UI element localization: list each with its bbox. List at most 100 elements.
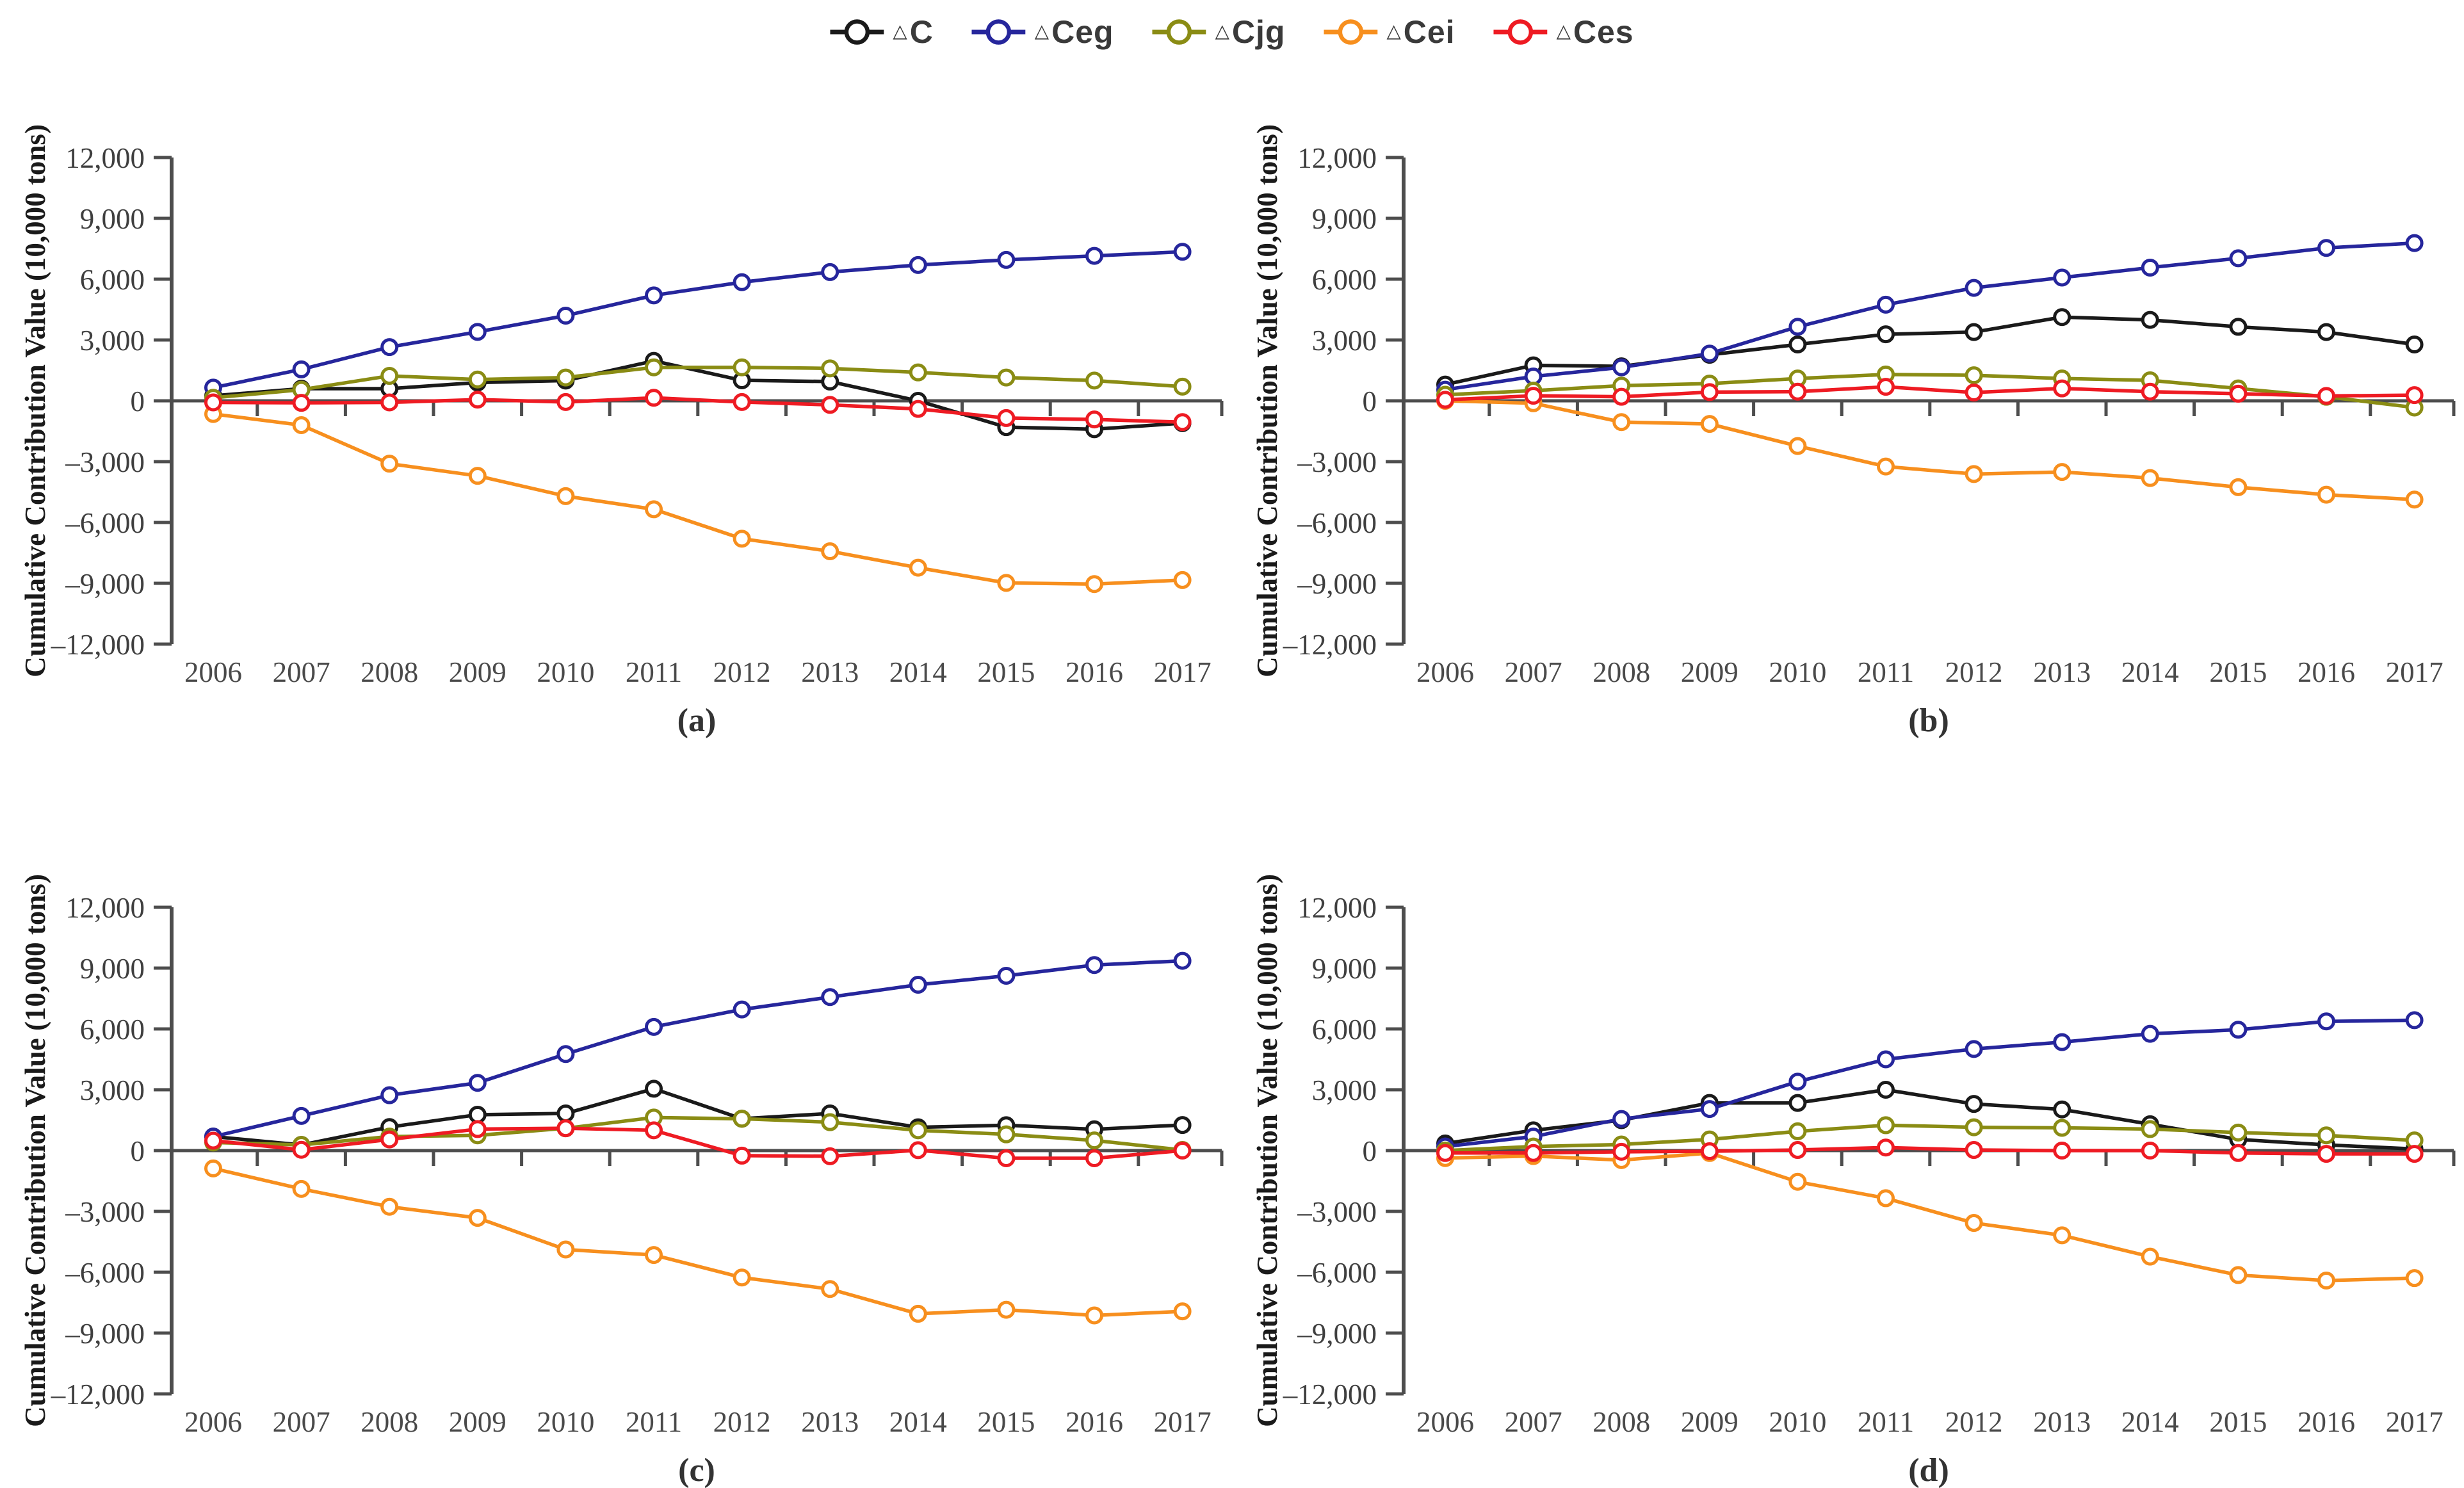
series-dCes	[204, 389, 1192, 432]
data-point	[1788, 1094, 1807, 1112]
y-axis: 12,000 9,000 6,000 3,000 0 –3,000 –6,000 –9,000…	[1283, 142, 1406, 661]
data-point	[1612, 387, 1631, 406]
x-tick-label: 2012	[1945, 1406, 2003, 1438]
data-point	[821, 988, 839, 1007]
data-point	[733, 392, 751, 411]
data-point	[821, 359, 839, 378]
data-point	[2405, 335, 2424, 353]
legend-item-ces: △Ces	[1493, 13, 1634, 51]
data-point	[556, 368, 575, 387]
y-tick-label: –12,000	[1283, 1379, 1377, 1411]
y-tick-label: –12,000	[51, 1379, 145, 1411]
legend-label: △Cjg	[1215, 14, 1286, 50]
delta-symbol: △	[1556, 21, 1571, 42]
data-point	[556, 1045, 575, 1063]
data-point	[997, 1149, 1016, 1168]
data-point	[909, 558, 927, 577]
data-point	[645, 286, 663, 305]
x-tick-label: 2016	[1066, 1406, 1123, 1438]
data-point	[2317, 1126, 2335, 1145]
data-point	[292, 1106, 311, 1125]
y-tick-label: 0	[1363, 385, 1377, 417]
x-tick-label: 2008	[1593, 656, 1650, 688]
data-point	[380, 1086, 399, 1104]
x-tick-label: 2013	[801, 656, 859, 688]
y-axis-title: Cumulative Contribution Value (10,000 to…	[19, 124, 51, 677]
legend-marker-icon	[830, 19, 884, 45]
chart-svg-c: 12,000 9,000 6,000 3,000 0 –3,000 –6,000 –9,000…	[19, 874, 1224, 1488]
series-dC	[1436, 308, 2424, 394]
data-point	[1173, 243, 1192, 261]
x-tick-label: 2013	[801, 1406, 859, 1438]
data-point	[556, 392, 575, 411]
y-tick-label: 9,000	[1312, 953, 1377, 985]
legend-item-ceg: △Ceg	[971, 13, 1114, 51]
data-point	[2229, 1123, 2248, 1142]
data-point	[2317, 387, 2335, 405]
series-dCei	[204, 1159, 1192, 1325]
data-point	[1965, 1118, 1983, 1136]
data-point	[733, 358, 751, 376]
data-point	[1965, 1095, 1983, 1113]
chart-svg-b: 12,000 9,000 6,000 3,000 0 –3,000 –6,000 –9,000…	[1251, 124, 2456, 739]
x-tick-label: 2017	[2386, 1406, 2444, 1438]
data-point	[733, 1146, 751, 1165]
data-point	[380, 393, 399, 412]
y-tick-label: –12,000	[51, 629, 145, 661]
data-point	[380, 455, 399, 473]
x-tick-label: 2007	[1505, 1406, 1562, 1438]
data-point	[909, 1121, 927, 1140]
data-point	[2141, 382, 2159, 401]
y-tick-label: 9,000	[80, 953, 145, 985]
data-point	[1788, 1072, 1807, 1091]
data-point	[2229, 318, 2248, 336]
data-point	[556, 1240, 575, 1259]
data-point	[2405, 1011, 2424, 1030]
data-point	[1085, 1131, 1103, 1150]
data-point	[2317, 323, 2335, 341]
data-point	[1788, 335, 1807, 353]
data-point	[645, 358, 663, 376]
delta-symbol: △	[1215, 21, 1230, 42]
data-point	[380, 338, 399, 357]
y-tick-label: 3,000	[1312, 325, 1377, 357]
y-axis-title: Cumulative Contribution Value (10,000 to…	[1251, 124, 1283, 677]
y-tick-label: 9,000	[80, 203, 145, 235]
data-point	[2053, 1033, 2071, 1051]
x-tick-label: 2012	[713, 1406, 771, 1438]
x-tick-label: 2006	[184, 656, 242, 688]
data-point	[1524, 1144, 1543, 1162]
data-point	[1965, 323, 1983, 341]
data-point	[2229, 1144, 2248, 1162]
data-point	[2053, 1100, 2071, 1119]
legend-marker-icon	[1324, 19, 1378, 45]
data-point	[1612, 358, 1631, 376]
chart-svg-a: 12,000 9,000 6,000 3,000 0 –3,000 –6,000 –9,000…	[19, 124, 1224, 739]
data-point	[1085, 1149, 1103, 1168]
x-tick-label: 2006	[1416, 1406, 1474, 1438]
chart-legend: △C △Ceg △Cjg △Cei △Ces	[830, 5, 1633, 59]
legend-item-cjg: △Cjg	[1152, 13, 1286, 51]
y-axis-title: Cumulative Contribution Value (10,000 to…	[1251, 874, 1283, 1427]
data-point	[1085, 956, 1103, 974]
data-point	[2053, 1119, 2071, 1137]
data-point	[468, 391, 487, 409]
data-point	[821, 542, 839, 560]
data-point	[1788, 437, 1807, 455]
data-point	[1612, 413, 1631, 432]
legend-label: △Cei	[1386, 14, 1455, 50]
x-axis: 2006 2007 2008 2009 2010 2011 2012 2013 2014 2015…	[1404, 399, 2456, 688]
data-point	[997, 967, 1016, 985]
series-dCeg	[1436, 1011, 2424, 1156]
legend-item-cei: △Cei	[1324, 13, 1455, 51]
x-tick-label: 2011	[626, 656, 682, 688]
data-point	[1173, 1142, 1192, 1160]
data-point	[2229, 1266, 2248, 1284]
data-point	[2317, 1271, 2335, 1290]
data-point	[1524, 387, 1543, 405]
data-point	[2229, 384, 2248, 403]
x-tick-label: 2011	[626, 1406, 682, 1438]
y-tick-label: 3,000	[80, 1074, 145, 1106]
data-point	[645, 500, 663, 519]
